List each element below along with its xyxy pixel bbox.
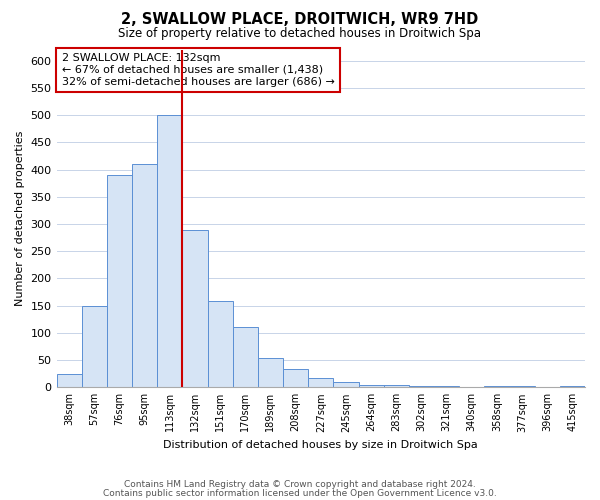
Bar (383, 385, 409, 388)
Bar (484, 386, 509, 388)
Bar (283, 370, 308, 388)
Text: 2, SWALLOW PLACE, DROITWICH, WR9 7HD: 2, SWALLOW PLACE, DROITWICH, WR9 7HD (121, 12, 479, 28)
Bar (157, 116, 182, 388)
Text: 2 SWALLOW PLACE: 132sqm
← 67% of detached houses are smaller (1,438)
32% of semi: 2 SWALLOW PLACE: 132sqm ← 67% of detache… (62, 54, 335, 86)
Bar (560, 386, 585, 388)
Bar (82, 306, 107, 388)
Bar (509, 386, 535, 388)
Text: Size of property relative to detached houses in Droitwich Spa: Size of property relative to detached ho… (119, 28, 482, 40)
Bar (308, 378, 334, 388)
Bar (359, 384, 383, 388)
Bar (334, 382, 359, 388)
Bar (409, 386, 434, 388)
Text: Contains HM Land Registry data © Crown copyright and database right 2024.: Contains HM Land Registry data © Crown c… (124, 480, 476, 489)
Bar (258, 358, 283, 388)
Bar (107, 175, 132, 388)
Bar (208, 302, 233, 388)
Bar (434, 386, 459, 388)
Bar (132, 164, 157, 388)
Bar (233, 328, 258, 388)
Bar (182, 230, 208, 388)
Text: Contains public sector information licensed under the Open Government Licence v3: Contains public sector information licen… (103, 488, 497, 498)
X-axis label: Distribution of detached houses by size in Droitwich Spa: Distribution of detached houses by size … (163, 440, 478, 450)
Bar (56, 374, 82, 388)
Y-axis label: Number of detached properties: Number of detached properties (15, 131, 25, 306)
